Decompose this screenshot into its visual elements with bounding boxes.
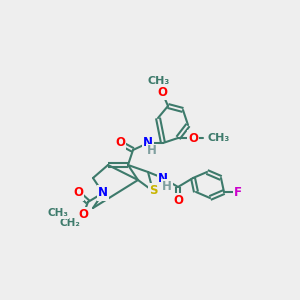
Text: O: O: [78, 208, 88, 221]
Text: O: O: [115, 136, 125, 149]
Text: CH₂: CH₂: [60, 218, 80, 228]
Text: CH₃: CH₃: [47, 208, 68, 218]
Text: O: O: [173, 194, 183, 208]
Text: O: O: [73, 187, 83, 200]
Text: CH₃: CH₃: [148, 76, 170, 86]
Text: F: F: [234, 185, 242, 199]
Text: H: H: [162, 179, 172, 193]
Text: N: N: [98, 187, 108, 200]
Text: H: H: [147, 145, 157, 158]
Text: N: N: [143, 136, 153, 149]
Text: S: S: [149, 184, 157, 197]
Text: N: N: [158, 172, 168, 184]
Text: O: O: [188, 131, 198, 145]
Text: O: O: [157, 85, 167, 98]
Text: CH₃: CH₃: [207, 133, 229, 143]
Text: F: F: [234, 185, 242, 199]
